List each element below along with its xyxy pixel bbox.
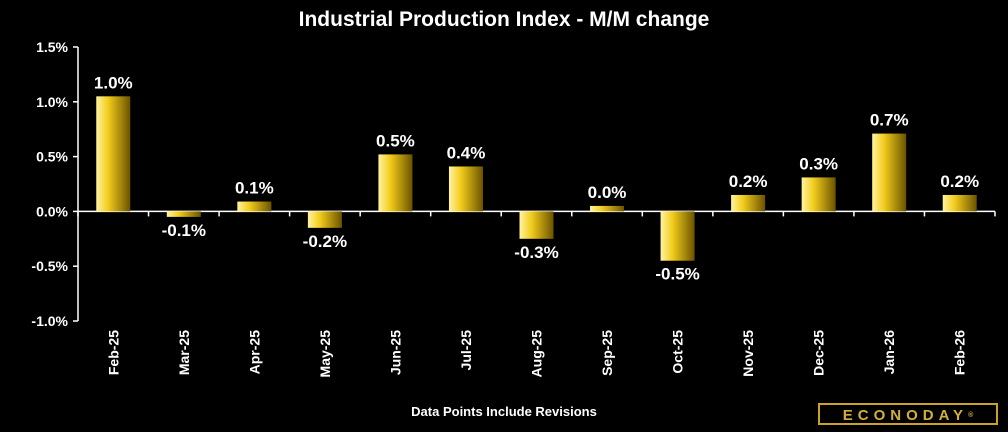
- bar-Mar-25: [166, 211, 201, 217]
- bar-Feb-26: [942, 194, 977, 212]
- data-label-Jul-25: 0.4%: [447, 143, 486, 162]
- bar-Dec-25: [801, 177, 836, 212]
- y-tick-label: 1.5%: [36, 39, 68, 55]
- bar-Sep-25: [590, 205, 625, 212]
- x-tick-label-Nov-25: Nov-25: [740, 330, 756, 377]
- x-tick-label-Aug-25: Aug-25: [529, 330, 545, 378]
- bar-Jul-25: [448, 166, 483, 212]
- data-label-Feb-25: 1.0%: [94, 73, 133, 92]
- x-tick-label-Jul-25: Jul-25: [458, 330, 474, 371]
- data-label-Jan-26: 0.7%: [870, 111, 909, 130]
- bar-Oct-25: [660, 211, 695, 261]
- bar-Jan-26: [872, 133, 907, 212]
- x-tick-label-Feb-26: Feb-26: [952, 330, 968, 375]
- y-tick-label: 0.5%: [36, 149, 68, 165]
- x-tick-label-Apr-25: Apr-25: [246, 330, 262, 375]
- bar-Jun-25: [378, 154, 413, 212]
- x-tick-label-Jan-26: Jan-26: [881, 330, 897, 375]
- bar-Feb-25: [96, 96, 131, 212]
- x-tick-label-Feb-25: Feb-25: [105, 330, 121, 375]
- data-label-Jun-25: 0.5%: [376, 131, 415, 150]
- data-label-Nov-25: 0.2%: [729, 172, 768, 191]
- x-tick-label-Dec-25: Dec-25: [811, 330, 827, 376]
- x-tick-label-Mar-25: Mar-25: [176, 330, 192, 375]
- chart-footnote: Data Points Include Revisions: [411, 404, 597, 419]
- data-label-Oct-25: -0.5%: [655, 265, 699, 284]
- data-label-May-25: -0.2%: [303, 232, 347, 251]
- data-label-Apr-25: 0.1%: [235, 179, 274, 198]
- x-tick-label-Sep-25: Sep-25: [599, 330, 615, 376]
- y-tick-label: -1.0%: [31, 313, 68, 329]
- x-tick-label-May-25: May-25: [317, 330, 333, 378]
- data-label-Feb-26: 0.2%: [940, 172, 979, 191]
- y-tick-label: 1.0%: [36, 94, 68, 110]
- chart-title: Industrial Production Index - M/M change: [298, 8, 710, 31]
- data-label-Sep-25: 0.0%: [588, 183, 627, 202]
- logo-text: ECONODAY: [842, 407, 969, 424]
- x-tick-label-Jun-25: Jun-25: [387, 330, 403, 375]
- data-label-Aug-25: -0.3%: [514, 243, 558, 262]
- y-tick-label: -0.5%: [31, 258, 68, 274]
- bar-May-25: [307, 211, 342, 228]
- data-label-Mar-25: -0.1%: [162, 221, 206, 240]
- bar-Aug-25: [519, 211, 554, 239]
- bar-Nov-25: [731, 194, 766, 212]
- econoday-logo: ECONODAY®: [818, 403, 998, 425]
- y-tick-label: 0.0%: [36, 203, 68, 219]
- logo-registered-mark: ®: [968, 412, 974, 419]
- x-tick-label-Oct-25: Oct-25: [670, 330, 686, 374]
- bar-Apr-25: [237, 201, 272, 212]
- data-label-Dec-25: 0.3%: [799, 154, 838, 173]
